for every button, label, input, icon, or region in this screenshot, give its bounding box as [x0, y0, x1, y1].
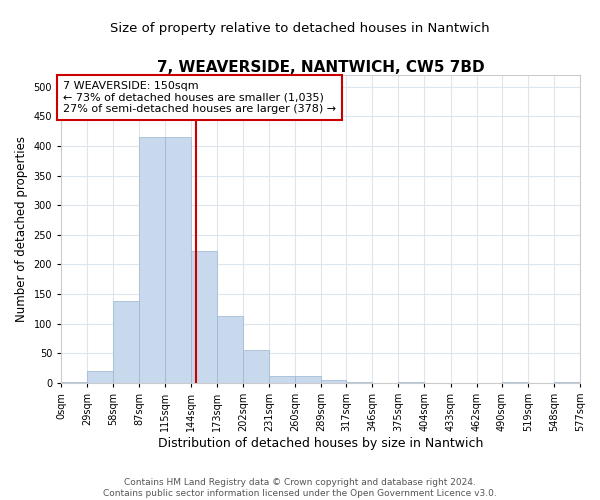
Bar: [269, 376, 295, 383]
Bar: [346, 382, 373, 383]
Bar: [61, 382, 87, 383]
Text: Size of property relative to detached houses in Nantwich: Size of property relative to detached ho…: [110, 22, 490, 35]
Y-axis label: Number of detached properties: Number of detached properties: [15, 136, 28, 322]
Bar: [217, 316, 243, 383]
Bar: [191, 252, 217, 383]
Bar: [164, 137, 191, 383]
Bar: [321, 380, 346, 383]
Text: Contains HM Land Registry data © Crown copyright and database right 2024.
Contai: Contains HM Land Registry data © Crown c…: [103, 478, 497, 498]
Bar: [243, 350, 269, 383]
Bar: [295, 376, 321, 383]
Bar: [113, 301, 139, 383]
Bar: [398, 382, 424, 383]
Text: 7 WEAVERSIDE: 150sqm
← 73% of detached houses are smaller (1,035)
27% of semi-de: 7 WEAVERSIDE: 150sqm ← 73% of detached h…: [63, 81, 336, 114]
Title: 7, WEAVERSIDE, NANTWICH, CW5 7BD: 7, WEAVERSIDE, NANTWICH, CW5 7BD: [157, 60, 484, 75]
X-axis label: Distribution of detached houses by size in Nantwich: Distribution of detached houses by size …: [158, 437, 483, 450]
Bar: [139, 137, 164, 383]
Bar: [502, 382, 528, 383]
Bar: [87, 371, 113, 383]
Bar: [554, 382, 580, 383]
